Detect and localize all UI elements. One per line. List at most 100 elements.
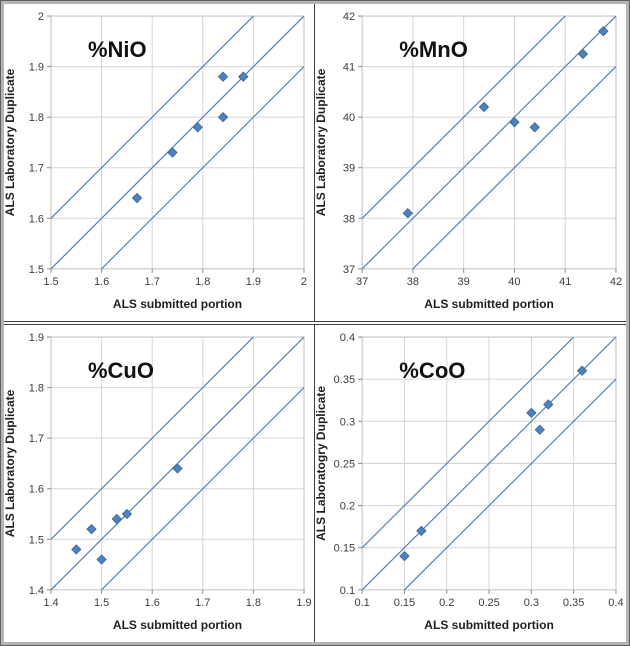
y-tick-labels: 37 38 39 40 41 42 [343, 11, 355, 276]
y-tick-label: 0.1 [340, 585, 355, 597]
chart-title: %MnO [399, 37, 468, 62]
plot-border [361, 15, 617, 270]
y-tick-label: 1.6 [29, 484, 44, 496]
x-tick-label: 42 [610, 276, 622, 288]
y-tick-label: 0.25 [334, 458, 355, 470]
x-tick-label: 1.8 [195, 276, 210, 288]
x-tick-labels: 0.1 0.15 0.2 0.25 0.3 0.35 0.4 [354, 597, 623, 609]
data-point-diamond [534, 424, 546, 435]
data-point-diamond [416, 525, 427, 537]
data-point-diamond [238, 71, 249, 82]
data-points [71, 463, 183, 565]
data-point-diamond [167, 147, 178, 158]
y-axis-title: ALS Laboratory Duplicate [315, 68, 328, 216]
x-tick-label: 0.2 [439, 597, 454, 609]
figure-inner: 1.5 1.6 1.7 1.8 1.9 2 1.5 1.6 1.7 1.8 1.9 2 %NiO ALS … [4, 4, 626, 642]
lower-band-line [412, 66, 617, 270]
x-tick-label: 0.4 [608, 597, 623, 609]
lower-band-line [101, 387, 305, 591]
identity-line [361, 15, 617, 270]
y-tick-label: 1.6 [29, 213, 44, 225]
y-tick-label: 1.8 [29, 112, 44, 124]
lower-band-line [404, 378, 617, 591]
data-point-diamond [86, 523, 97, 535]
data-point-diamond [217, 111, 229, 123]
x-tick-label: 39 [458, 276, 470, 288]
x-tick-label: 38 [407, 276, 419, 288]
y-tick-label: 2 [38, 11, 44, 23]
x-tick-label: 1.4 [43, 597, 58, 609]
data-point-diamond [217, 71, 229, 82]
x-tick-label: 0.1 [354, 597, 369, 609]
x-axis-title: ALS submitted portion [113, 618, 242, 632]
coo-plot: 0.1 0.15 0.2 0.25 0.3 0.35 0.40.10.150.20.250.… [315, 332, 624, 632]
x-tick-label: 37 [356, 276, 368, 288]
x-axis-title: ALS submitted portion [424, 297, 554, 311]
y-tick-label: 0.4 [340, 332, 355, 344]
data-point-diamond [172, 463, 183, 474]
data-point-diamond [543, 399, 554, 410]
axis-ticks [358, 336, 617, 594]
data-point-diamond [577, 48, 589, 60]
data-point-diamond [526, 407, 537, 419]
data-point-diamond [598, 26, 609, 37]
chart-coo: 0.1 0.15 0.2 0.25 0.3 0.35 0.4 0.1 0.15 0.2 0.25 0.… [315, 324, 626, 642]
y-tick-label: 0.2 [340, 501, 355, 513]
x-tick-label: 40 [508, 276, 520, 288]
reference-lines [50, 15, 305, 270]
y-tick-label: 37 [343, 264, 355, 276]
y-tick-label: 1.5 [29, 264, 44, 276]
data-point-diamond [399, 550, 410, 562]
y-tick-label: 1.7 [29, 163, 44, 175]
data-point-diamond [121, 508, 133, 520]
data-point-diamond [576, 365, 588, 376]
y-tick-label: 1.4 [29, 585, 44, 597]
data-points [402, 26, 609, 219]
upper-band-line [50, 336, 254, 540]
axis-ticks [47, 336, 305, 594]
y-axis-title: ALS Laboratory Duplicate [4, 389, 17, 537]
data-point-diamond [529, 122, 540, 133]
x-tick-labels: 1.5 1.6 1.7 1.8 1.9 2 [43, 276, 307, 288]
chart-cuo: 1.4 1.5 1.6 1.7 1.8 1.9 1.4 1.5 1.6 1.7 1.8 1.9 %CuO… [4, 324, 315, 642]
x-tick-label: 0.25 [478, 597, 499, 609]
y-tick-label: 0.3 [340, 416, 355, 428]
chart-nio: 1.5 1.6 1.7 1.8 1.9 2 1.5 1.6 1.7 1.8 1.9 2 %NiO ALS … [4, 4, 315, 322]
data-points [399, 365, 588, 562]
x-tick-label: 1.6 [94, 276, 109, 288]
gridlines [51, 16, 304, 269]
upper-band-line [361, 15, 566, 219]
identity-line [361, 336, 617, 591]
data-point-diamond [111, 513, 122, 525]
y-tick-label: 39 [343, 163, 355, 175]
reference-lines [361, 15, 617, 270]
y-tick-labels: 1.4 1.5 1.6 1.7 1.8 1.9 [29, 332, 44, 597]
mno-plot: 37 38 39 40 41 42 37 38 39 40 41 42 %MnO ALS submitte… [315, 11, 622, 311]
y-tick-label: 38 [343, 213, 355, 225]
y-tick-label: 41 [343, 62, 355, 74]
y-tick-label: 1.5 [29, 534, 44, 546]
gridlines [362, 16, 616, 269]
data-point-diamond [192, 122, 203, 133]
y-tick-labels: 1.5 1.6 1.7 1.8 1.9 2 [29, 11, 44, 276]
y-tick-label: 1.7 [29, 433, 44, 445]
y-tick-label: 0.15 [334, 543, 355, 555]
data-point-diamond [478, 101, 490, 113]
x-tick-label: 1.5 [43, 276, 58, 288]
x-tick-label: 2 [301, 276, 307, 288]
lower-band-line [101, 66, 305, 270]
y-tick-label: 40 [343, 112, 355, 124]
x-tick-label: 0.35 [563, 597, 584, 609]
y-tick-label: 1.9 [29, 62, 44, 74]
cuo-plot: 1.4 1.5 1.6 1.7 1.8 1.9 1.4 1.5 1.6 1.7 1.8 1.9 %CuO… [4, 332, 312, 632]
chart-mno: 37 38 39 40 41 42 37 38 39 40 41 42 %MnO ALS submitte… [315, 4, 626, 322]
data-point-diamond [131, 192, 143, 204]
x-tick-label: 1.6 [145, 597, 160, 609]
x-tick-label: 1.7 [145, 276, 160, 288]
identity-line [50, 15, 305, 270]
chart-title: %CuO [88, 358, 154, 383]
y-tick-labels: 0.1 0.15 0.2 0.25 0.3 0.35 0.4 [334, 332, 355, 597]
data-point-diamond [71, 544, 82, 555]
y-axis-title: ALS Laboratory Duplicate [4, 68, 17, 216]
x-tick-label: 1.5 [94, 597, 109, 609]
